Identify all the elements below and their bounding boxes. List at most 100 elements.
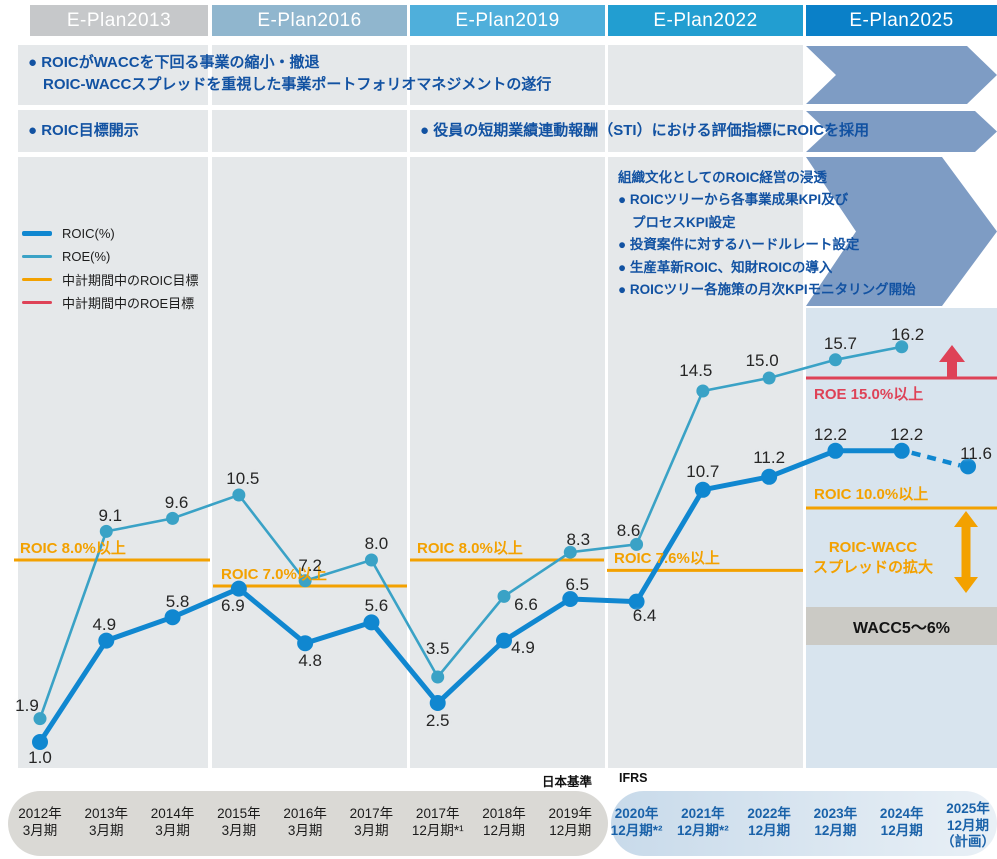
header-eplan2016: E-Plan2016 xyxy=(212,5,407,36)
x-axis-label-line: 2013年 xyxy=(84,806,129,821)
header-eplan2025: E-Plan2025 xyxy=(806,5,997,36)
roic-value-label: 10.7 xyxy=(686,461,720,481)
chart-legend: ROIC(%) ROE(%) 中計期間中のROIC目標中計期間中のROE目標 xyxy=(22,222,199,314)
continuation-arrow-icon xyxy=(806,111,997,152)
roic-value-label: 6.9 xyxy=(221,595,245,615)
roic-value-label: 6.5 xyxy=(565,575,590,594)
roic-value-label: 2.5 xyxy=(425,711,450,730)
x-axis-label-line: 2025年 xyxy=(946,801,990,816)
x-axis-label-line: 3月期 xyxy=(287,822,323,838)
x-axis-label: 2025年 12月期 （計画） xyxy=(941,801,995,851)
wacc-band: WACC5～6% xyxy=(806,607,997,645)
milestone-roic-target-disclosure: ● ROIC目標開示 xyxy=(28,122,139,139)
x-axis-label-line: 2020年 xyxy=(614,806,659,821)
culture-line-cont: プロセスKPI設定 xyxy=(632,214,736,230)
row2-band-col2 xyxy=(212,110,407,152)
x-axis-label: 2019年 12月期 xyxy=(549,806,593,839)
roe-value-label: 9.1 xyxy=(98,506,123,526)
x-axis-label: 2012年 3月期 xyxy=(18,806,62,839)
roe-value-label: 14.5 xyxy=(679,361,713,380)
roic-value-label: 4.9 xyxy=(511,637,535,657)
x-axis-label-line: 2021年 xyxy=(681,806,725,821)
legend-swatch-icon xyxy=(22,231,52,236)
x-axis-label-line: 3月期 xyxy=(354,822,389,838)
roe-value-label: 9.6 xyxy=(164,493,189,513)
x-axis-label: 2017年 12月期*¹ xyxy=(412,806,464,839)
roic-wacc-spread-label: ROIC-WACC スプレッドの拡大 xyxy=(813,538,933,578)
row1-band-col1 xyxy=(18,45,208,105)
x-axis-label-line: 2014年 xyxy=(150,806,195,821)
legend-item: ROIC(%) xyxy=(22,222,199,245)
roic-value-label: 1.0 xyxy=(28,748,52,767)
legend-swatch-icon xyxy=(22,278,52,281)
roic-value-label: 12.2 xyxy=(890,424,924,444)
x-axis-label-line: 2017年 xyxy=(349,806,394,821)
header-eplan2019: E-Plan2019 xyxy=(410,5,605,36)
roe-value-label: 8.0 xyxy=(364,534,389,553)
milestone-roic-culture-block: 組織文化としてのROIC経営の浸透 ● ROICツリーから各事業成果KPI及びプロ… xyxy=(618,167,916,301)
wacc-label: WACC5～6% xyxy=(853,620,950,637)
legend-item: 中計期間中のROIC目標 xyxy=(22,268,199,291)
continuation-arrow-icon xyxy=(806,46,997,104)
x-axis-label-line: 12月期 xyxy=(814,822,857,838)
x-axis-label: 2024年 12月期 xyxy=(880,806,924,839)
x-axis-label-line: 12月期 xyxy=(748,822,791,838)
legend-swatch-icon xyxy=(22,301,52,304)
roic-value-label: 11.6 xyxy=(960,444,992,464)
row1-band-col3 xyxy=(410,45,605,105)
x-axis-label-line: 2016年 xyxy=(283,806,327,821)
x-axis-label-line: 2023年 xyxy=(813,806,858,821)
roic-value-label: 6.4 xyxy=(632,605,657,625)
milestone-line2: ROIC-WACCスプレッドを重視した事業ポートフォリオマネジメントの遂行 xyxy=(43,76,552,93)
x-axis-label: 2020年 12月期*² xyxy=(611,806,663,839)
roic-target-label: ROIC 7.6%以上 xyxy=(614,550,720,567)
x-axis-label-line: 12月期 xyxy=(946,817,990,833)
culture-line-title: 組織文化としてのROIC経営の浸透 xyxy=(618,170,827,185)
spread-label-line1: ROIC-WACC xyxy=(828,539,918,556)
legend-item: 中計期間中のROE目標 xyxy=(22,291,199,314)
roic-value-label: 4.8 xyxy=(298,651,322,671)
x-axis-label-line: 2017年 xyxy=(415,806,460,821)
row2-band-col4 xyxy=(608,110,803,152)
legend-label: 中計期間中のROIC目標 xyxy=(62,273,199,288)
culture-line-bullet: ● 生産革新ROIC、知財ROICの導入 xyxy=(618,259,833,275)
x-axis-label: 2014年 3月期 xyxy=(151,806,195,839)
roic-value-label: 12.2 xyxy=(813,424,847,444)
x-axis-label-line: 12月期*¹ xyxy=(411,822,464,838)
x-axis-band-jgaap xyxy=(8,791,608,856)
x-axis-label-line: 2019年 xyxy=(548,806,593,821)
ifrs-label: IFRS xyxy=(619,771,648,785)
x-axis-label-line: 12月期 xyxy=(482,822,526,838)
roic-value-label: 5.6 xyxy=(364,596,389,616)
x-axis-label-line: 3月期 xyxy=(155,822,190,838)
x-axis-label-line: 3月期 xyxy=(221,822,257,838)
culture-line-bullet: ● ROICツリーから各事業成果KPI及び xyxy=(618,192,849,208)
x-axis-label: 2021年 12月期*² xyxy=(677,806,729,839)
roic-value-label: 11.2 xyxy=(753,447,786,467)
x-axis-label-line: 12月期*² xyxy=(610,822,663,838)
row2-band-col1 xyxy=(18,110,208,152)
culture-line-bullet: ● ROICツリー各施策の月次KPIモニタリング開始 xyxy=(618,282,916,298)
x-axis-label-line: 2012年 xyxy=(18,806,62,821)
roic-value-label: 5.8 xyxy=(165,592,190,612)
x-axis-label: 2018年 12月期 xyxy=(482,806,526,839)
x-axis-label-line: 2024年 xyxy=(879,806,924,821)
roic-target-label: ROIC 8.0%以上 xyxy=(20,540,126,557)
milestone-sti-roic: ● 役員の短期業績連動報酬（STI）における評価指標にROICを採用 xyxy=(420,122,870,139)
row2-band-col3 xyxy=(410,110,605,152)
x-axis-label: 2022年 12月期 xyxy=(747,806,791,839)
roic-value-label: 4.9 xyxy=(92,614,117,634)
x-axis-label-line: 3月期 xyxy=(89,822,124,838)
x-axis-label-line: 12月期 xyxy=(549,822,592,838)
x-axis-label-line: 2018年 xyxy=(482,806,526,821)
header-eplan2013: E-Plan2013 xyxy=(30,5,208,36)
roe-value-label: 6.6 xyxy=(514,595,538,615)
x-axis-band-ifrs xyxy=(611,791,997,856)
x-axis-label: 2017年 3月期 xyxy=(350,806,394,839)
roe-value-label: 15.7 xyxy=(823,333,857,353)
x-axis-label: 2016年 3月期 xyxy=(283,806,327,839)
x-axis-label: 2013年 3月期 xyxy=(85,806,129,839)
roe-value-label: 1.9 xyxy=(15,695,39,715)
legend-label: ROE(%) xyxy=(62,249,111,264)
x-axis-label-line: 12月期 xyxy=(880,822,923,838)
